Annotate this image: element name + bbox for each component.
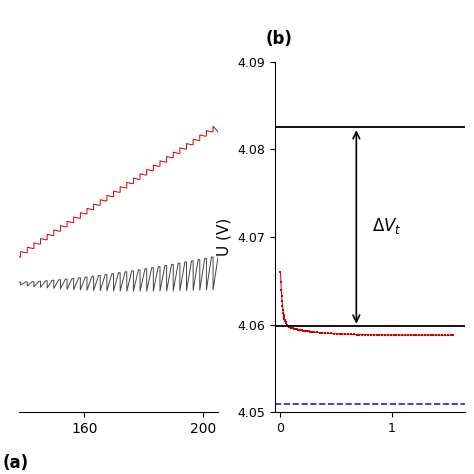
Text: (b): (b) [265, 29, 292, 47]
Text: (a): (a) [3, 455, 29, 473]
Y-axis label: U (V): U (V) [217, 218, 232, 256]
Text: $\Delta V_t$: $\Delta V_t$ [372, 217, 401, 237]
